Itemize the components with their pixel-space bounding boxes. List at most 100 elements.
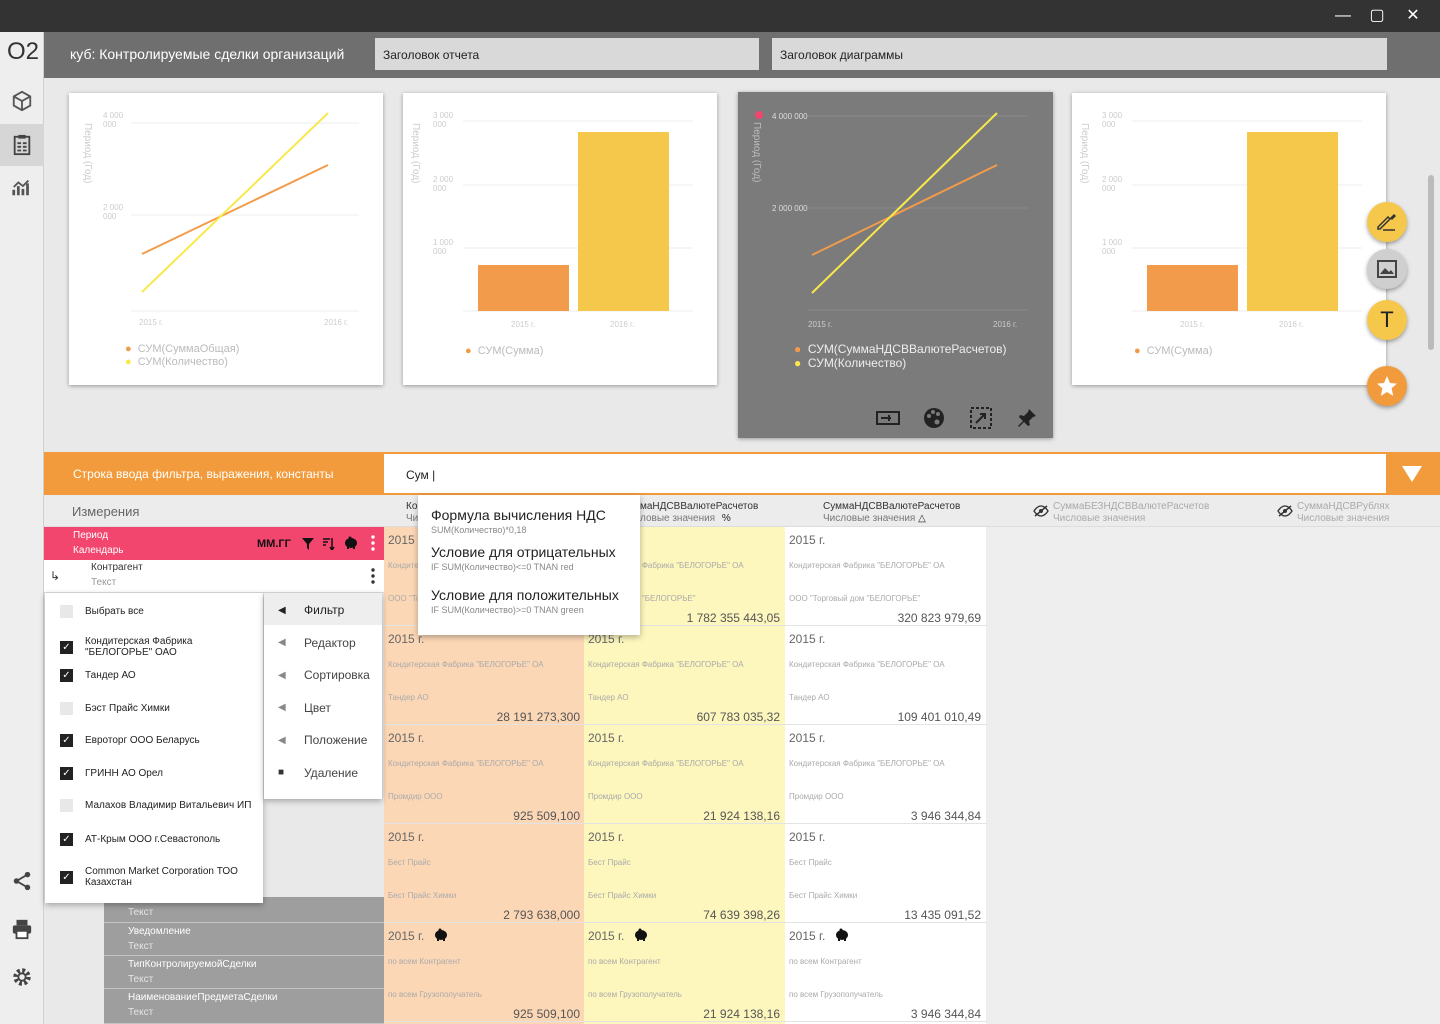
column-header[interactable]: Ко Чис [406, 501, 424, 524]
share-icon[interactable] [0, 860, 44, 902]
menu-item[interactable]: ◀ Положение [278, 733, 367, 747]
dim-row[interactable]: Уведомление Текст [104, 923, 384, 956]
tick-y: 3 000 000 [433, 111, 454, 129]
brush-button[interactable] [1367, 202, 1407, 242]
table-cell[interactable]: 2015 г. Бест Прайс Бест Прайс Химки 2 793 6… [384, 824, 586, 923]
checklist-item[interactable]: ✓ Евроторг ООО Беларусь [60, 734, 258, 747]
checkbox[interactable] [60, 702, 73, 715]
filter-bar: Строка ввода фильтра, выражения, констан… [44, 452, 1440, 495]
resize-icon[interactable] [970, 407, 992, 434]
filter-icon[interactable] [302, 537, 314, 555]
minimize-button[interactable]: — [1335, 7, 1351, 24]
menu-item[interactable]: ◀ Фильтр [278, 603, 344, 617]
table-header [44, 495, 1440, 527]
column-header[interactable]: СуммаНДСВВалютеРасчетов Числовые значения… [823, 501, 961, 524]
table-cell[interactable]: 2015 г. Бест Прайс Бест Прайс Химки 13 435 … [785, 824, 987, 923]
checklist-item[interactable]: ✓ АТ-Крым ООО г.Севастополь [60, 833, 258, 846]
window-titlebar: — ▢ ✕ [0, 0, 1440, 32]
checkbox[interactable]: ✓ [60, 669, 73, 682]
table-cell[interactable]: 2015 г. Кондитерская Фабрика "БЕЛОГОРЬЕ" … [584, 626, 786, 725]
tick-x: 2016 г. [1279, 320, 1304, 329]
checklist-item[interactable]: ✓ ГРИНН АО Орел [60, 767, 258, 780]
checklist-item[interactable]: ✓ Кондитерская Фабрика "БЕЛОГОРЬЕ" ОАО [60, 636, 258, 658]
eye-off-icon[interactable] [1277, 504, 1293, 522]
table-cell[interactable]: 2015 г. Бест Прайс Бест Прайс Химки 74 639 … [584, 824, 786, 923]
favorite-button[interactable] [1367, 366, 1407, 406]
context-menu [264, 593, 382, 799]
cell-contractor: Кондитерская Фабрика "БЕЛОГОРЬЕ" ОА [588, 660, 744, 669]
suggestion-item[interactable]: Формула вычисления НДС SUM(Количество)*0,… [431, 507, 606, 535]
checkbox[interactable]: ✓ [60, 640, 73, 654]
dim-row[interactable]: ТипКонтролируемойСделки Текст [104, 956, 384, 989]
text-wrap-icon[interactable] [876, 408, 900, 433]
checkbox[interactable]: ✓ [60, 767, 73, 780]
table-cell[interactable]: 2015 г. Кондитерская Фабрика "БЕЛОГОРЬЕ" … [785, 527, 987, 626]
dim-row-contractor[interactable]: ↳ Контрагент Текст [44, 560, 384, 593]
checkbox[interactable]: ✓ [60, 734, 73, 747]
menu-item[interactable]: ◀ Цвет [278, 701, 331, 715]
menu-item[interactable]: ◀ Сортировка [278, 668, 370, 682]
table-cell[interactable]: Кондитерская Фабрика "БЕЛОГОРЬЕ" ОА Торго… [584, 527, 786, 626]
piggy-bank-icon[interactable] [344, 536, 358, 554]
suggestion-item[interactable]: Условие для отрицательных IF SUM(Количест… [431, 544, 616, 572]
chart-card-3-selected[interactable]: Период (Год) 4 000 000 2 000 000 2015 г.… [738, 92, 1053, 438]
checkbox[interactable] [60, 605, 73, 618]
table-cell[interactable]: 2015 г. по всем Контрагент по всем Грузопо… [785, 923, 987, 1022]
table-cell[interactable]: 2015 г. Кондитерская Фабрика "БЕЛОГОРЬЕ" … [785, 725, 987, 824]
cell-value: 607 783 035,32 [696, 710, 780, 724]
image-button[interactable] [1367, 249, 1407, 289]
menu-item-label: Редактор [304, 635, 356, 650]
date-format-label[interactable]: ММ.ГГ [257, 538, 291, 550]
cell-period: 2015 г. [388, 533, 425, 547]
checklist-item[interactable]: Выбрать все [60, 605, 258, 618]
column-header[interactable]: СуммаНДСВРублях Числовые значения [1297, 501, 1390, 524]
checklist-item[interactable]: ✓ Тандер АО [60, 669, 258, 682]
palette-icon[interactable] [923, 407, 945, 434]
checkbox[interactable]: ✓ [60, 833, 73, 846]
column-header[interactable]: СуммаБЕЗНДСВВалютеРасчетов Числовые значе… [1053, 501, 1210, 524]
print-icon[interactable] [0, 908, 44, 950]
cube-icon[interactable] [0, 80, 44, 122]
table-cell[interactable]: 2015 г. по всем Контрагент по всем Грузопо… [384, 923, 586, 1022]
text-button[interactable]: T [1367, 300, 1407, 340]
pin-icon[interactable] [1016, 407, 1038, 434]
checklist-item[interactable]: ✓ Common Market Corporation ТОО Казахстан [60, 866, 258, 888]
dim-row[interactable]: НаименованиеПредметаСделки Текст [104, 989, 384, 1024]
table-cell[interactable]: 2015 г. Кондитерская Фабрика "БЕЛОГОРЬЕ" … [384, 725, 586, 824]
table-cell[interactable]: 2015 г. Кондитерская Фабрика "БЕЛОГОРЬЕ" … [384, 626, 586, 725]
chart-legend: ● СУМ(Сумма) [465, 345, 544, 357]
menu-item[interactable]: ◀ Редактор [278, 636, 356, 650]
menu-item[interactable]: ■ Удаление [278, 766, 358, 780]
table-cell[interactable]: 2015 г. по всем Контрагент по всем Грузопо… [584, 923, 786, 1022]
more-icon[interactable] [371, 535, 375, 556]
table-cell[interactable]: 2015 г. Кондитерская Фабрика "БЕЛОГОРЬЕ" … [584, 725, 786, 824]
chart-card-1[interactable]: Период (Год) 4 000 000 2 000 000 2015 г.… [69, 93, 383, 385]
vertical-scrollbar[interactable] [1428, 175, 1434, 350]
column-header[interactable]: маНДСВВалютеРасчетов ловые значения % [640, 501, 759, 524]
suggestion-item[interactable]: Условие для положительных IF SUM(Количест… [431, 587, 619, 615]
eye-off-icon[interactable] [1033, 504, 1049, 522]
checkbox[interactable] [60, 799, 73, 812]
report-title-input[interactable]: Заголовок отчета [375, 38, 759, 70]
checklist-item[interactable]: Малахов Владимир Витальевич ИП [60, 799, 258, 812]
sidebar: O2 [0, 32, 44, 1024]
sort-icon[interactable] [323, 537, 335, 555]
checkbox[interactable]: ✓ [60, 870, 73, 884]
maximize-button[interactable]: ▢ [1369, 7, 1385, 24]
checklist-label: Евроторг ООО Беларусь [85, 735, 200, 746]
checklist-item[interactable]: Бэст Прайс Химки [60, 702, 258, 715]
chart-card-2[interactable]: Период (Год) 3 000 000 2 000 000 1 000 0… [403, 93, 717, 385]
report-icon[interactable] [0, 124, 44, 166]
filter-input[interactable]: Сум | [384, 454, 1386, 493]
dim-row-period[interactable]: Период Календарь ММ.ГГ [44, 527, 384, 560]
chart-title-input[interactable]: Заголовок диаграммы [772, 38, 1387, 70]
chart-card-4[interactable]: Период (Год) 3 000 000 2 000 000 1 000 0… [1072, 93, 1386, 385]
analytics-icon[interactable] [0, 166, 44, 208]
filter-dropdown-icon[interactable] [1402, 466, 1422, 482]
settings-icon[interactable] [0, 956, 44, 998]
close-button[interactable]: ✕ [1406, 7, 1420, 24]
tick-x: 2015 г. [139, 318, 164, 327]
more-icon[interactable] [371, 568, 375, 589]
table-cell[interactable]: 2015 г. Кондитерская Фабрика "БЕЛОГОРЬЕ" … [785, 626, 987, 725]
chart-ylabel: Период (Год) [751, 122, 762, 183]
